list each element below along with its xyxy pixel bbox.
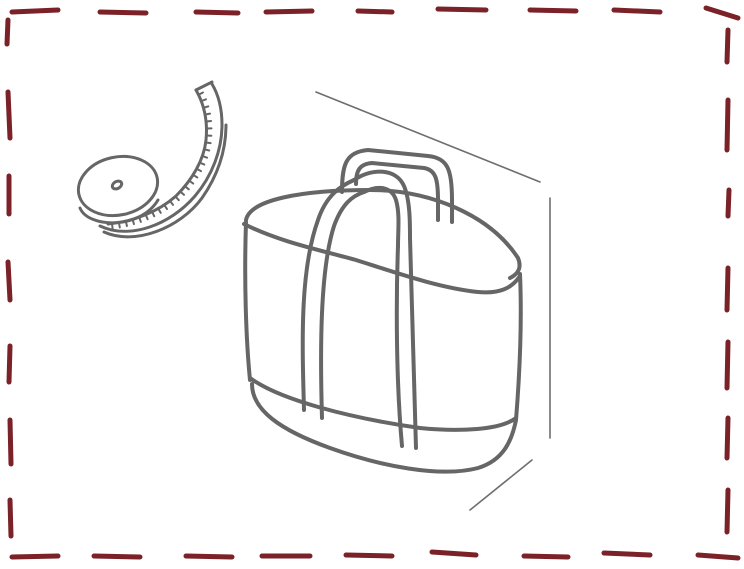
tape-ribbon-outer [98,82,224,233]
perspective-guides [315,91,551,511]
tape-tick [188,179,195,185]
tape-tick [179,190,186,196]
stitch-dash [521,553,571,560]
tape-tick [198,161,206,166]
tape-tick [197,91,204,96]
guide-top-line [315,91,541,183]
stitch-dash [527,7,579,14]
stitch-dash [695,552,741,561]
tape-tick [203,148,211,152]
tote-back-handle [340,148,454,224]
tape-tick [151,210,156,218]
stitch-dash [9,553,61,560]
tape-tick [163,203,169,211]
tape-tick [204,141,212,145]
tape-case-top [76,154,160,218]
tote-back-handle-inner [354,161,440,222]
tape-tick [205,119,213,123]
stitch-dash [7,417,14,467]
tape-tick [131,218,135,226]
stitch-dash [5,259,13,303]
tape-tick [195,167,203,173]
stitch-dash [91,553,143,560]
stitch-dash [601,550,653,558]
stitch-dash [9,7,61,15]
stitch-dash [429,549,479,558]
tote-front-strap-top [352,169,412,240]
tote-bottom [250,382,518,474]
stitch-dash [724,265,731,313]
tape-tick [169,199,175,206]
tape-ribbon-end [194,80,214,92]
tape-tick [201,155,209,159]
tape-tick [204,112,212,116]
tape-tick [138,216,142,223]
tape-tick [200,98,207,103]
stitch-dash [343,552,395,559]
tape-ribbon-inner [102,123,228,239]
stitch-dash [5,89,13,141]
tote-rim-front [242,222,522,295]
stitch-dash [435,6,489,13]
stitch-dash [183,553,235,560]
stitch-dash [724,415,731,461]
tote-front-strap-left [300,178,356,412]
stitch-dash [724,27,731,65]
stitch-dash [724,487,731,535]
tape-tick [202,105,210,109]
tape-ticks [110,91,213,230]
stitch-dash [724,339,731,391]
stitch-dash [6,343,13,385]
stitch-dash [263,8,315,15]
guide-bottom-line [469,459,533,511]
stitch-dash [4,17,11,47]
stitched-border [4,5,741,561]
stitch-dash [7,497,14,539]
tote-left-side [243,220,252,382]
stitch-dash [97,9,149,16]
tote-front-strap-right-inner [394,244,404,448]
tape-tick [192,173,199,179]
tape-case-hole [110,179,124,191]
stitch-dash [703,5,741,21]
tape-tick [183,185,190,191]
stitch-dash [355,8,395,15]
stitch-dash [724,97,731,153]
tote-front-strap-right [408,236,418,450]
tape-tick [117,221,121,229]
tape-tick [110,222,114,230]
tote-base-band [248,376,518,432]
tape-tick [144,213,149,221]
tote-front-strap-top-inner [362,185,401,248]
tote-rim [244,188,522,280]
stitch-dash [193,9,241,16]
tape-tick [124,220,128,228]
tape-tick [157,207,162,214]
stitch-dash [611,7,663,15]
tote-front-strap-left-inner [319,190,366,420]
tote-right-side [514,272,523,422]
tape-measure-icon [76,80,228,239]
tote-bag-icon [242,148,523,474]
stitch-dash [725,187,732,219]
tape-tick [174,195,180,202]
